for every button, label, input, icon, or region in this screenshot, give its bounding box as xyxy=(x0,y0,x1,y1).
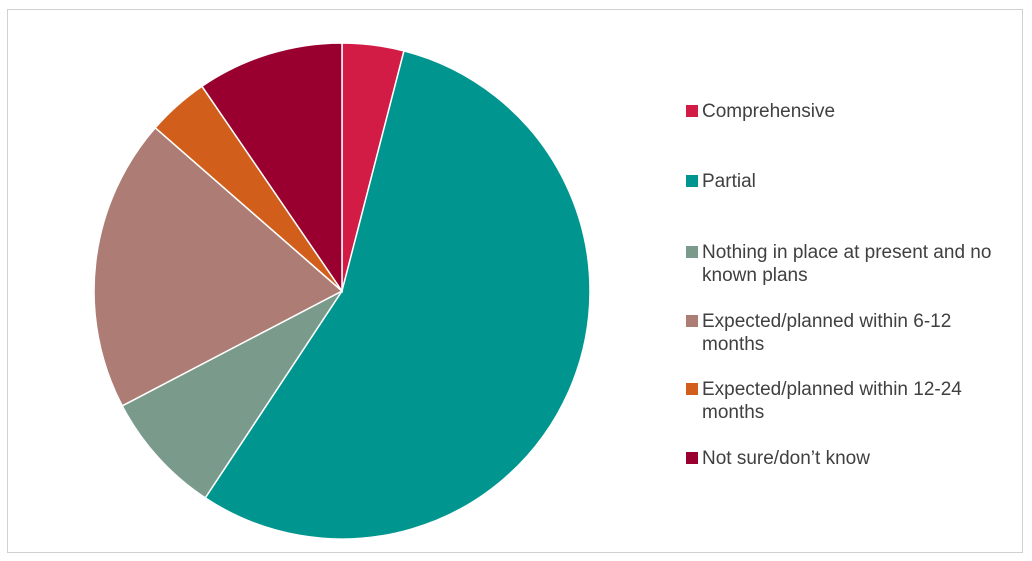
chart-area: Comprehensive Partial Nothing in place a… xyxy=(7,9,1023,553)
legend-label-not-sure: Not sure/don’t know xyxy=(702,448,870,469)
legend-swatch-nothing-in-place xyxy=(686,246,698,258)
legend-item-planned-6-12: Expected/planned within 6-12 months xyxy=(686,310,1002,356)
legend-swatch-partial xyxy=(686,175,698,187)
legend-label-comprehensive: Comprehensive xyxy=(702,101,836,122)
legend-swatch-comprehensive xyxy=(686,105,698,117)
legend-item-comprehensive: Comprehensive xyxy=(686,100,1002,123)
pie-slice-5 xyxy=(200,42,343,294)
pie-slice-1 xyxy=(204,49,591,540)
legend-item-partial: Partial xyxy=(686,170,1002,193)
legend-label-nothing-in-place: Nothing in place at present and no known… xyxy=(702,242,992,286)
legend-swatch-planned-12-24 xyxy=(686,383,698,395)
legend-item-nothing-in-place: Nothing in place at present and no known… xyxy=(686,241,1002,287)
legend-label-planned-12-24: Expected/planned within 12-24 months xyxy=(702,379,962,423)
pie-slice-2 xyxy=(121,290,343,499)
legend-item-not-sure: Not sure/don’t know xyxy=(686,447,1002,470)
legend-label-partial: Partial xyxy=(702,171,756,192)
legend-swatch-not-sure xyxy=(686,452,698,464)
legend-swatch-planned-6-12 xyxy=(686,315,698,327)
legend-item-planned-12-24: Expected/planned within 12-24 months xyxy=(686,378,990,424)
pie-slice-3 xyxy=(93,126,344,407)
pie-chart xyxy=(93,42,591,540)
legend-label-planned-6-12: Expected/planned within 6-12 months xyxy=(702,311,952,355)
